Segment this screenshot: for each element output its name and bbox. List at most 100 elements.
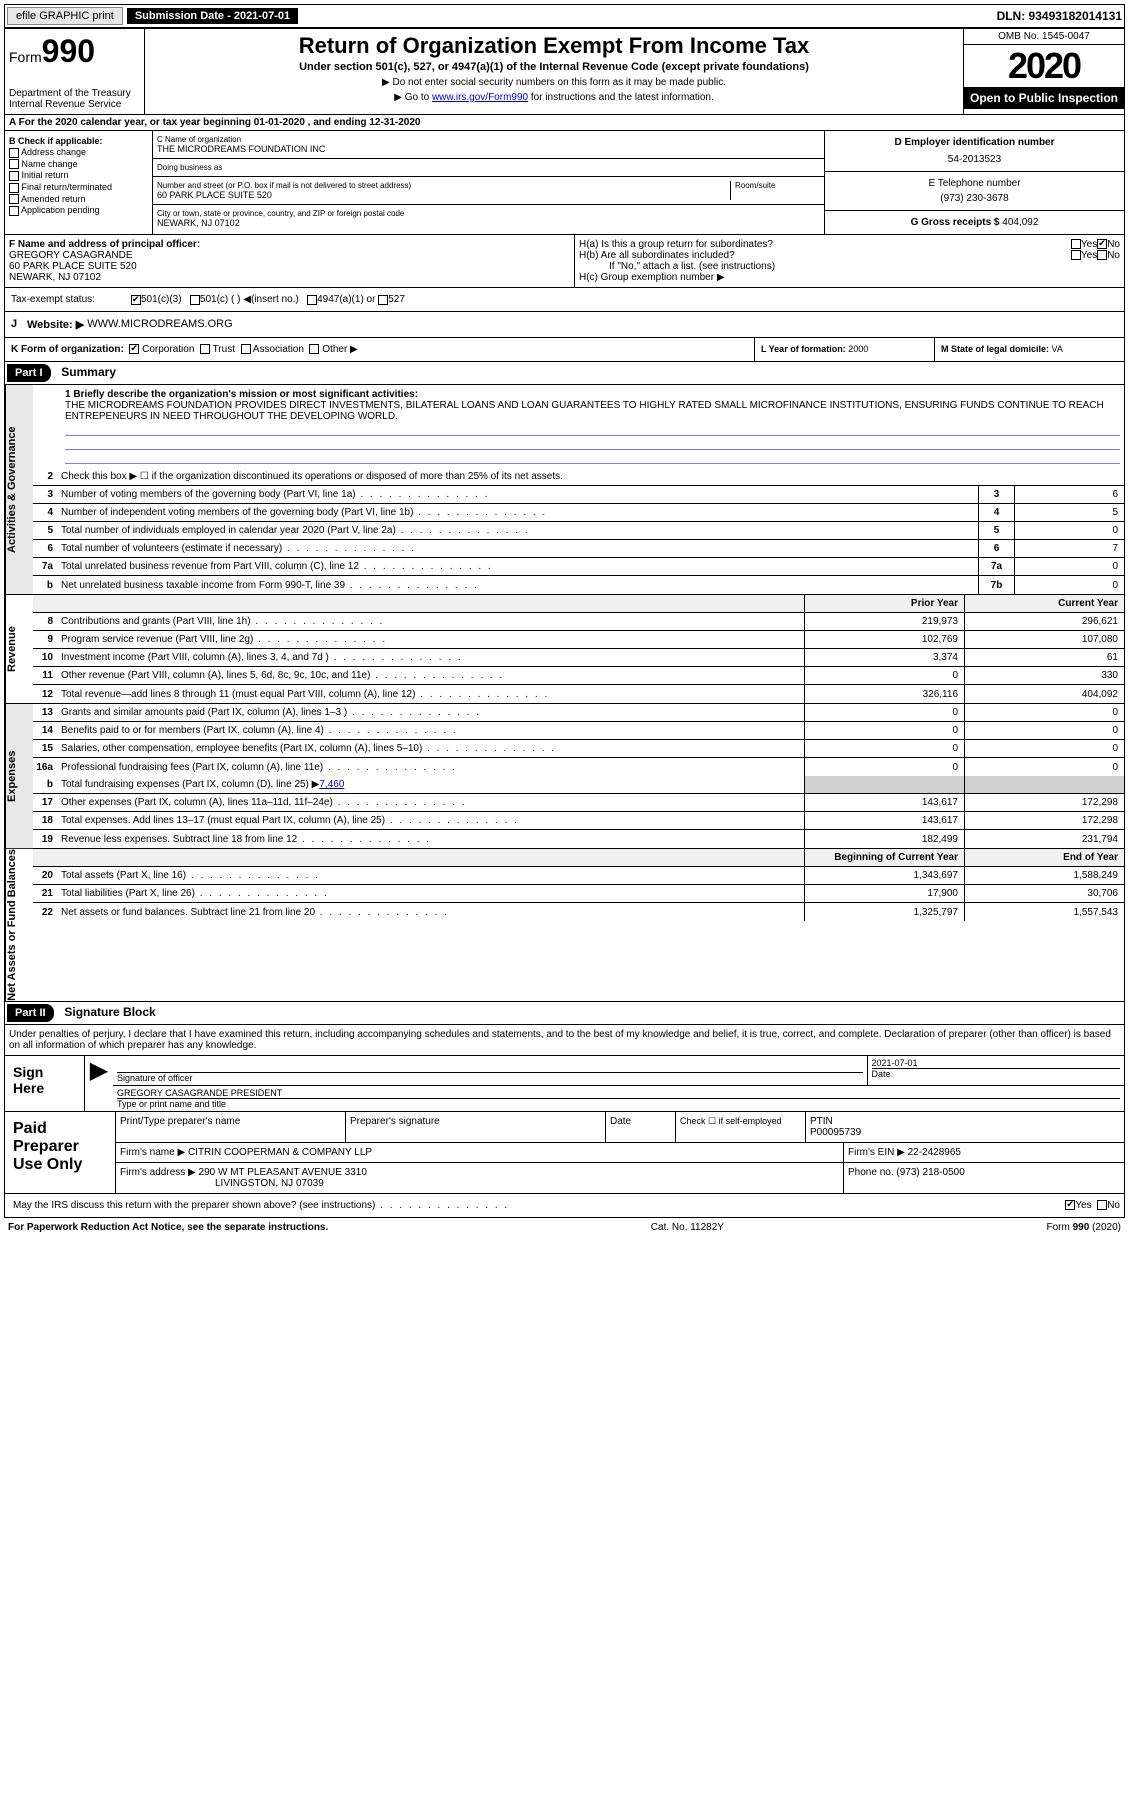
- box-m: M State of legal domicile: VA: [934, 338, 1124, 361]
- vtab-revenue: Revenue: [5, 595, 33, 703]
- line-10: Investment income (Part VIII, column (A)…: [57, 650, 804, 665]
- vtab-expenses: Expenses: [5, 704, 33, 848]
- chk-trust[interactable]: [200, 344, 210, 354]
- vtab-netassets: Net Assets or Fund Balances: [5, 849, 33, 1001]
- omb-number: OMB No. 1545-0047: [964, 29, 1124, 45]
- discuss-yes[interactable]: [1065, 1200, 1075, 1210]
- begin-year-hdr: Beginning of Current Year: [804, 849, 964, 866]
- part2-title: Signature Block: [64, 1005, 155, 1019]
- sig-name: GREGORY CASAGRANDE PRESIDENT: [117, 1088, 1120, 1098]
- line-5: Total number of individuals employed in …: [57, 523, 978, 538]
- hb-no[interactable]: [1097, 250, 1107, 260]
- ein-value: 54-2013523: [831, 154, 1118, 165]
- part1-title: Summary: [61, 365, 116, 379]
- firm-phone: (973) 218-0500: [896, 1167, 964, 1178]
- sig-declaration: Under penalties of perjury, I declare th…: [5, 1025, 1124, 1055]
- paid-preparer-label: Paid Preparer Use Only: [5, 1112, 115, 1193]
- chk-name[interactable]: [9, 159, 19, 169]
- line-7a: Total unrelated business revenue from Pa…: [57, 559, 978, 574]
- efile-button[interactable]: efile GRAPHIC print: [7, 7, 123, 25]
- sig-name-label: Type or print name and title: [117, 1098, 1120, 1109]
- line-18: Total expenses. Add lines 13–17 (must eq…: [57, 813, 804, 828]
- line-16b: Total fundraising expenses (Part IX, col…: [57, 777, 804, 792]
- line-4: Number of independent voting members of …: [57, 505, 978, 520]
- box-l: L Year of formation: 2000: [754, 338, 934, 361]
- chk-pending[interactable]: [9, 206, 19, 216]
- line-b: Net unrelated business taxable income fr…: [57, 578, 978, 593]
- sign-here-label: Sign Here: [5, 1056, 85, 1111]
- instr-link: ▶ Go to www.irs.gov/Form990 for instruct…: [149, 92, 959, 103]
- chk-other[interactable]: [309, 344, 319, 354]
- phone-label: E Telephone number: [831, 178, 1118, 189]
- line-20: Total assets (Part X, line 16): [57, 868, 804, 883]
- city-label: City or town, state or province, country…: [157, 209, 820, 218]
- chk-address[interactable]: [9, 148, 19, 158]
- dln: DLN: 93493182014131: [997, 9, 1122, 23]
- firm-addr2: LIVINGSTON, NJ 07039: [215, 1178, 324, 1189]
- org-name: THE MICRODREAMS FOUNDATION INC: [157, 144, 820, 154]
- current-year-hdr: Current Year: [964, 595, 1124, 612]
- chk-assoc[interactable]: [241, 344, 251, 354]
- line-14: Benefits paid to or for members (Part IX…: [57, 723, 804, 738]
- end-year-hdr: End of Year: [964, 849, 1124, 866]
- line-6: Total number of volunteers (estimate if …: [57, 541, 978, 556]
- part2-header: Part II: [7, 1004, 54, 1022]
- fundraising-link[interactable]: 7,460: [319, 779, 344, 790]
- chk-501c3[interactable]: [131, 295, 141, 305]
- addr-label: Number and street (or P.O. box if mail i…: [157, 181, 730, 190]
- ein-label: D Employer identification number: [831, 137, 1118, 148]
- part1-header: Part I: [7, 364, 51, 382]
- org-city: NEWARK, NJ 07102: [157, 218, 820, 228]
- line-22: Net assets or fund balances. Subtract li…: [57, 905, 804, 920]
- form-header: Form990 Department of the Treasury Inter…: [4, 28, 1125, 115]
- dept-treasury: Department of the Treasury Internal Reve…: [9, 88, 140, 110]
- prep-date-hdr: Date: [606, 1112, 676, 1142]
- chk-corp[interactable]: [129, 344, 139, 354]
- line-8: Contributions and grants (Part VIII, lin…: [57, 614, 804, 629]
- website-value: WWW.MICRODREAMS.ORG: [87, 318, 232, 331]
- line-12: Total revenue—add lines 8 through 11 (mu…: [57, 687, 804, 702]
- discuss-no[interactable]: [1097, 1200, 1107, 1210]
- form-title: Return of Organization Exempt From Incom…: [149, 33, 959, 59]
- firm-ein: 22-2428965: [908, 1147, 961, 1158]
- form-subtitle: Under section 501(c), 527, or 4947(a)(1)…: [149, 61, 959, 73]
- top-toolbar: efile GRAPHIC print Submission Date - 20…: [4, 4, 1125, 28]
- box-f-officer: F Name and address of principal officer:…: [5, 235, 575, 287]
- box-k: K Form of organization: Corporation Trus…: [5, 338, 754, 361]
- line-3: Number of voting members of the governin…: [57, 487, 978, 502]
- line-11: Other revenue (Part VIII, column (A), li…: [57, 668, 804, 683]
- chk-527[interactable]: [378, 295, 388, 305]
- line-16a: Professional fundraising fees (Part IX, …: [57, 760, 804, 775]
- line-13: Grants and similar amounts paid (Part IX…: [57, 705, 804, 720]
- ha-yes[interactable]: [1071, 239, 1081, 249]
- mission-label: 1 Briefly describe the organization's mi…: [65, 389, 418, 400]
- submission-date: Submission Date - 2021-07-01: [127, 8, 298, 24]
- phone-value: (973) 230-3678: [831, 193, 1118, 204]
- chk-amended[interactable]: [9, 194, 19, 204]
- room-label: Room/suite: [735, 181, 820, 190]
- sig-officer-label: Signature of officer: [117, 1072, 863, 1083]
- section-a-period: A For the 2020 calendar year, or tax yea…: [4, 115, 1125, 131]
- line-19: Revenue less expenses. Subtract line 18 …: [57, 832, 804, 847]
- chk-final[interactable]: [9, 183, 19, 193]
- chk-4947[interactable]: [307, 295, 317, 305]
- org-name-label: C Name of organization: [157, 135, 820, 144]
- mission-text: THE MICRODREAMS FOUNDATION PROVIDES DIRE…: [65, 400, 1104, 422]
- chk-initial[interactable]: [9, 171, 19, 181]
- sig-arrow-icon: ▶: [85, 1056, 113, 1111]
- tax-year: 2020: [964, 45, 1124, 87]
- vtab-governance: Activities & Governance: [5, 385, 33, 594]
- ha-no[interactable]: [1097, 239, 1107, 249]
- tax-exempt-row: Tax-exempt status: 501(c)(3) 501(c) ( ) …: [4, 288, 1125, 312]
- chk-501c[interactable]: [190, 295, 200, 305]
- hb-yes[interactable]: [1071, 250, 1081, 260]
- line-15: Salaries, other compensation, employee b…: [57, 741, 804, 756]
- website-row: J Website: ▶ WWW.MICRODREAMS.ORG: [4, 312, 1125, 338]
- self-emp-chk: Check ☐ if self-employed: [676, 1112, 806, 1142]
- dba-label: Doing business as: [157, 163, 222, 172]
- org-address: 60 PARK PLACE SUITE 520: [157, 190, 730, 200]
- irs-link[interactable]: www.irs.gov/Form990: [432, 92, 528, 103]
- form-number: Form990: [9, 33, 140, 70]
- line-2: Check this box ▶ ☐ if the organization d…: [57, 469, 1124, 484]
- sig-date: 2021-07-01: [872, 1058, 1121, 1068]
